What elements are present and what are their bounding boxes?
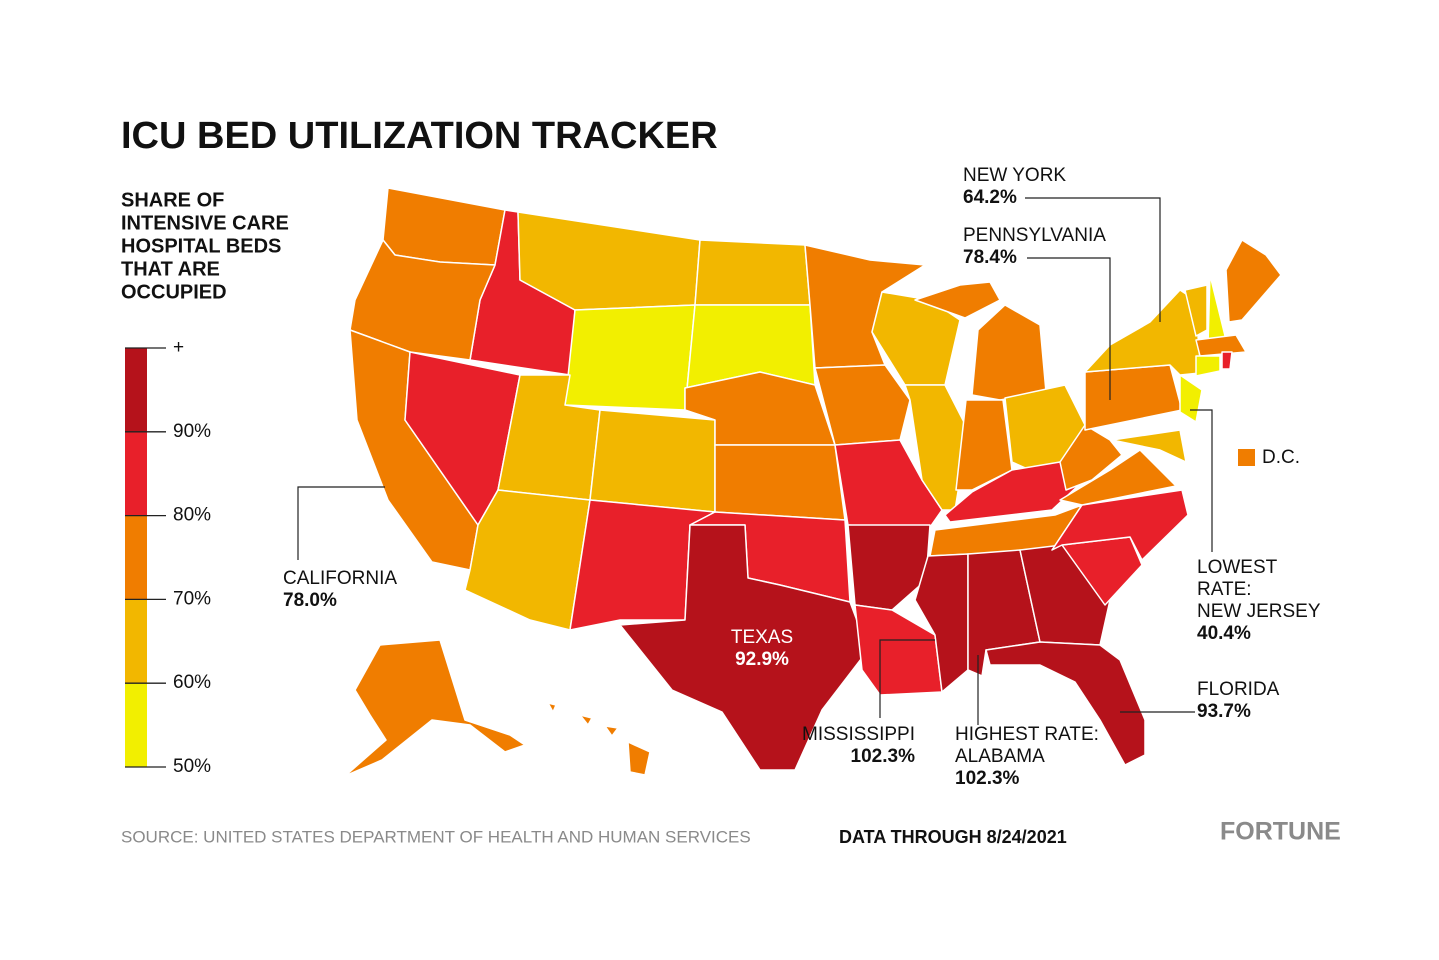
legend-title: HOSPITAL BEDS (121, 235, 281, 257)
annotation-value: 93.7% (1197, 701, 1251, 722)
legend-tick-label: 70% (173, 588, 211, 609)
legend-tick-label: + (173, 337, 184, 358)
state (1051, 489, 1189, 561)
annotation-value: 78.4% (963, 247, 1017, 268)
map (344, 187, 1282, 777)
annotation-label: RATE: (1197, 579, 1252, 600)
leader-line (879, 639, 935, 718)
legend-swatch (125, 431, 147, 516)
state (1184, 284, 1208, 337)
state (985, 641, 1146, 766)
date-note: DATA THROUGH 8/24/2021 (839, 827, 1067, 847)
source: SOURCE: UNITED STATES DEPARTMENT OF HEAL… (121, 827, 751, 846)
annotation-value: 102.3% (955, 768, 1020, 789)
state (847, 524, 931, 611)
state (589, 409, 716, 513)
annotation-label: NEW YORK (963, 165, 1066, 186)
annotation-value: 64.2% (963, 187, 1017, 208)
brand: FORTUNE (1220, 818, 1341, 846)
annotation-label: HIGHEST RATE: (955, 724, 1099, 745)
state (579, 714, 593, 726)
leader-lines (297, 197, 1213, 725)
state (547, 702, 557, 713)
annotation-value: 40.4% (1197, 623, 1251, 644)
state (694, 239, 811, 306)
legend-title: OCCUPIED (121, 281, 227, 303)
state (814, 364, 911, 446)
state (604, 725, 619, 737)
legend-title: THAT ARE (121, 258, 220, 280)
leader-line (297, 486, 385, 560)
annotation-label: MISSISSIPPI (802, 724, 915, 745)
annotation-label: NEW JERSEY (1197, 601, 1321, 622)
annotation-label: ALABAMA (955, 746, 1045, 767)
state (619, 524, 869, 771)
legend-title: INTENSIVE CARE (121, 212, 289, 234)
state (904, 384, 969, 511)
legend-swatch (125, 348, 147, 432)
leader-line (1025, 197, 1161, 322)
annotation-label: LOWEST (1197, 557, 1278, 578)
state (1225, 239, 1282, 323)
legend-tick-label: 50% (173, 756, 211, 777)
annotation-label: PENNSYLVANIA (963, 225, 1106, 246)
annotation-label: FLORIDA (1197, 679, 1280, 700)
state (564, 304, 696, 411)
dc-swatch (1238, 449, 1255, 466)
annotation-value: 102.3% (851, 746, 916, 767)
leader-line (1190, 409, 1213, 552)
state (1111, 429, 1187, 463)
legend-title: SHARE OF (121, 189, 224, 211)
legend-tick-label: 60% (173, 672, 211, 693)
state (1059, 449, 1177, 506)
state (1221, 351, 1233, 370)
legend-swatch (125, 515, 147, 600)
state (349, 239, 496, 361)
title: ICU BED UTILIZATION TRACKER (121, 115, 718, 157)
annotation-value: 78.0% (283, 590, 337, 611)
annotation-label: CALIFORNIA (283, 568, 397, 589)
annotation-value: 92.9% (735, 649, 789, 670)
legend-tick-label: 90% (173, 421, 211, 442)
legend-swatch (125, 683, 147, 767)
state (627, 741, 651, 776)
state (1195, 355, 1221, 377)
leader-line (1027, 257, 1111, 400)
annotation-label: TEXAS (731, 627, 793, 648)
state (1195, 334, 1247, 357)
state (344, 639, 526, 777)
legend-tick-label: 80% (173, 505, 211, 526)
state (914, 281, 1001, 319)
state (955, 399, 1013, 491)
state (714, 444, 846, 521)
legend-swatch (125, 599, 147, 684)
dc-label: D.C. (1262, 447, 1300, 468)
